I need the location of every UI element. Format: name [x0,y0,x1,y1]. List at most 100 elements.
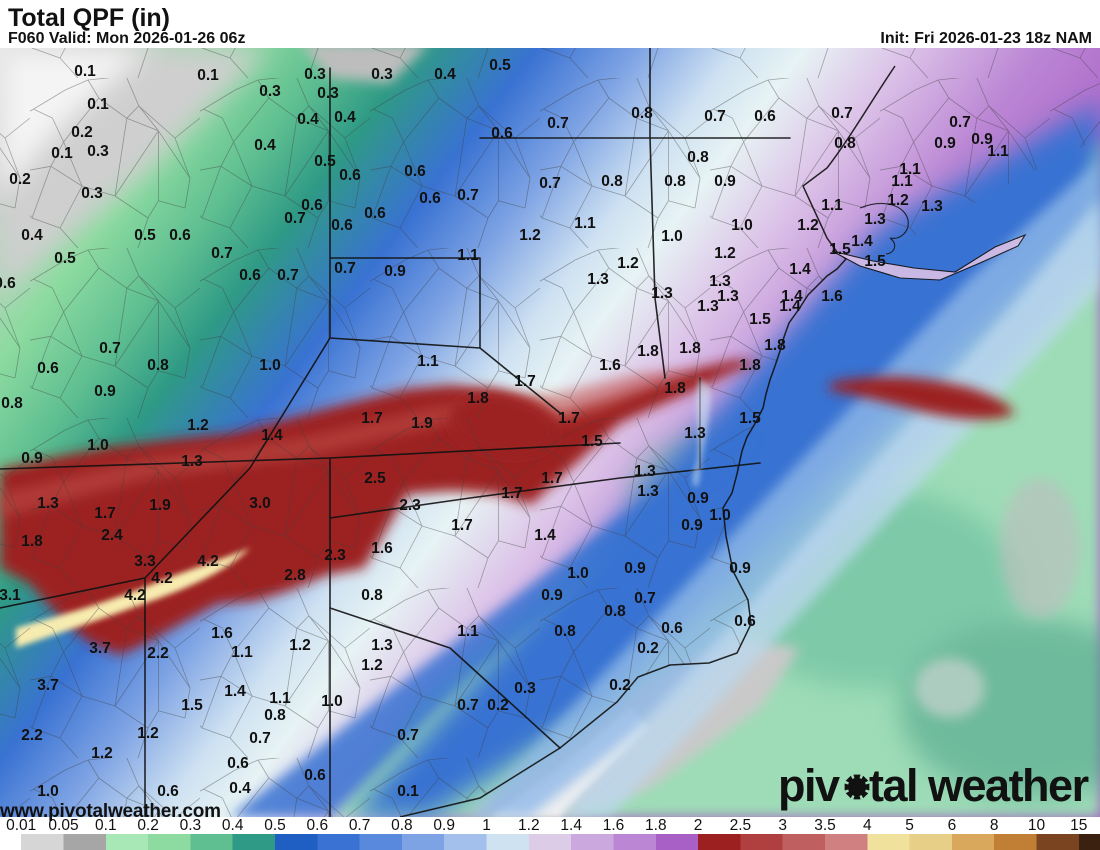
svg-text:0.8: 0.8 [834,135,856,152]
svg-text:2.2: 2.2 [147,645,169,662]
svg-text:0.6: 0.6 [419,190,441,207]
svg-text:1.8: 1.8 [739,357,761,374]
svg-text:1.2: 1.2 [519,227,541,244]
svg-text:0.5: 0.5 [489,57,511,74]
svg-text:4.2: 4.2 [124,587,146,604]
svg-text:1.7: 1.7 [451,517,473,534]
svg-text:0.7: 0.7 [397,727,419,744]
svg-text:0.8: 0.8 [664,173,686,190]
svg-text:0.4: 0.4 [434,66,456,83]
svg-text:0.7: 0.7 [949,114,971,131]
svg-text:1.3: 1.3 [371,637,393,654]
svg-text:1.3: 1.3 [864,211,886,228]
svg-text:0.2: 0.2 [637,640,659,657]
svg-text:1.2: 1.2 [187,417,209,434]
svg-text:0.1: 0.1 [74,63,96,80]
svg-text:0.9: 0.9 [384,263,406,280]
svg-text:0.6: 0.6 [491,125,513,142]
svg-text:0.8: 0.8 [554,623,576,640]
svg-text:1.1: 1.1 [231,644,253,661]
svg-text:3.1: 3.1 [0,587,21,604]
svg-text:0.5: 0.5 [314,153,336,170]
svg-text:1.2: 1.2 [887,192,909,209]
svg-text:0.3: 0.3 [81,185,103,202]
svg-text:0.9: 0.9 [729,560,751,577]
svg-text:0.4: 0.4 [334,109,356,126]
svg-text:0.3: 0.3 [87,143,109,160]
svg-text:0.8: 0.8 [1,395,23,412]
svg-text:1.3: 1.3 [634,463,656,480]
svg-text:1.4: 1.4 [851,233,873,250]
svg-text:0.7: 0.7 [284,210,306,227]
svg-text:0.6: 0.6 [754,108,776,125]
svg-text:1.3: 1.3 [181,453,203,470]
svg-text:1.1: 1.1 [417,353,439,370]
svg-text:0.6: 0.6 [734,613,756,630]
svg-text:1.9: 1.9 [149,497,171,514]
svg-text:0.6: 0.6 [304,767,326,784]
svg-text:1.4: 1.4 [789,261,811,278]
svg-text:0.3: 0.3 [514,680,536,697]
svg-text:3.7: 3.7 [89,640,111,657]
svg-text:1.5: 1.5 [581,433,603,450]
svg-text:1.7: 1.7 [501,485,523,502]
svg-text:1.8: 1.8 [21,533,43,550]
svg-text:2.2: 2.2 [21,727,43,744]
svg-text:1.1: 1.1 [987,143,1009,160]
svg-text:2.3: 2.3 [399,497,421,514]
svg-text:0.9: 0.9 [687,490,709,507]
svg-text:0.8: 0.8 [361,587,383,604]
svg-text:0.8: 0.8 [147,357,169,374]
svg-text:0.5: 0.5 [134,227,156,244]
svg-text:0.6: 0.6 [339,167,361,184]
svg-text:1.0: 1.0 [321,693,343,710]
svg-text:4.2: 4.2 [151,570,173,587]
svg-text:1.6: 1.6 [821,288,843,305]
svg-text:1.6: 1.6 [211,625,233,642]
svg-text:1.4: 1.4 [261,427,283,444]
svg-text:1.0: 1.0 [567,565,589,582]
svg-text:0.7: 0.7 [99,340,121,357]
svg-text:0.7: 0.7 [457,697,479,714]
svg-text:1.3: 1.3 [37,495,59,512]
svg-text:1.2: 1.2 [137,725,159,742]
svg-text:1.7: 1.7 [361,410,383,427]
svg-text:0.4: 0.4 [21,227,43,244]
svg-text:1.4: 1.4 [534,527,556,544]
svg-text:0.2: 0.2 [609,677,631,694]
svg-text:0.7: 0.7 [704,108,726,125]
svg-text:1.8: 1.8 [764,337,786,354]
svg-text:1.5: 1.5 [749,311,771,328]
svg-text:0.2: 0.2 [71,124,93,141]
svg-text:tal weather: tal weather [869,763,1089,811]
svg-text:0.4: 0.4 [254,137,276,154]
svg-text:1.3: 1.3 [651,285,673,302]
svg-text:0.1: 0.1 [397,783,419,800]
svg-text:1.7: 1.7 [94,505,116,522]
svg-text:2.3: 2.3 [324,547,346,564]
svg-text:4.2: 4.2 [197,553,219,570]
svg-text:3.7: 3.7 [37,677,59,694]
svg-text:0.7: 0.7 [249,730,271,747]
svg-text:0.6: 0.6 [661,620,683,637]
svg-text:1.5: 1.5 [181,697,203,714]
svg-text:1.1: 1.1 [457,247,479,264]
svg-text:0.7: 0.7 [334,260,356,277]
svg-text:0.9: 0.9 [541,587,563,604]
svg-text:0.7: 0.7 [547,115,569,132]
svg-text:1.0: 1.0 [87,437,109,454]
svg-text:3.3: 3.3 [134,553,156,570]
svg-text:1.1: 1.1 [574,215,596,232]
svg-text:1.2: 1.2 [617,255,639,272]
svg-text:2.4: 2.4 [101,527,123,544]
svg-text:0.3: 0.3 [304,66,326,83]
svg-text:1.9: 1.9 [411,415,433,432]
svg-text:0.6: 0.6 [364,205,386,222]
svg-text:0.1: 0.1 [197,67,219,84]
svg-text:0.6: 0.6 [239,267,261,284]
svg-text:0.9: 0.9 [21,450,43,467]
svg-text:0.7: 0.7 [211,245,233,262]
svg-text:2.8: 2.8 [284,567,306,584]
svg-text:0.9: 0.9 [934,135,956,152]
svg-text:0.8: 0.8 [264,707,286,724]
